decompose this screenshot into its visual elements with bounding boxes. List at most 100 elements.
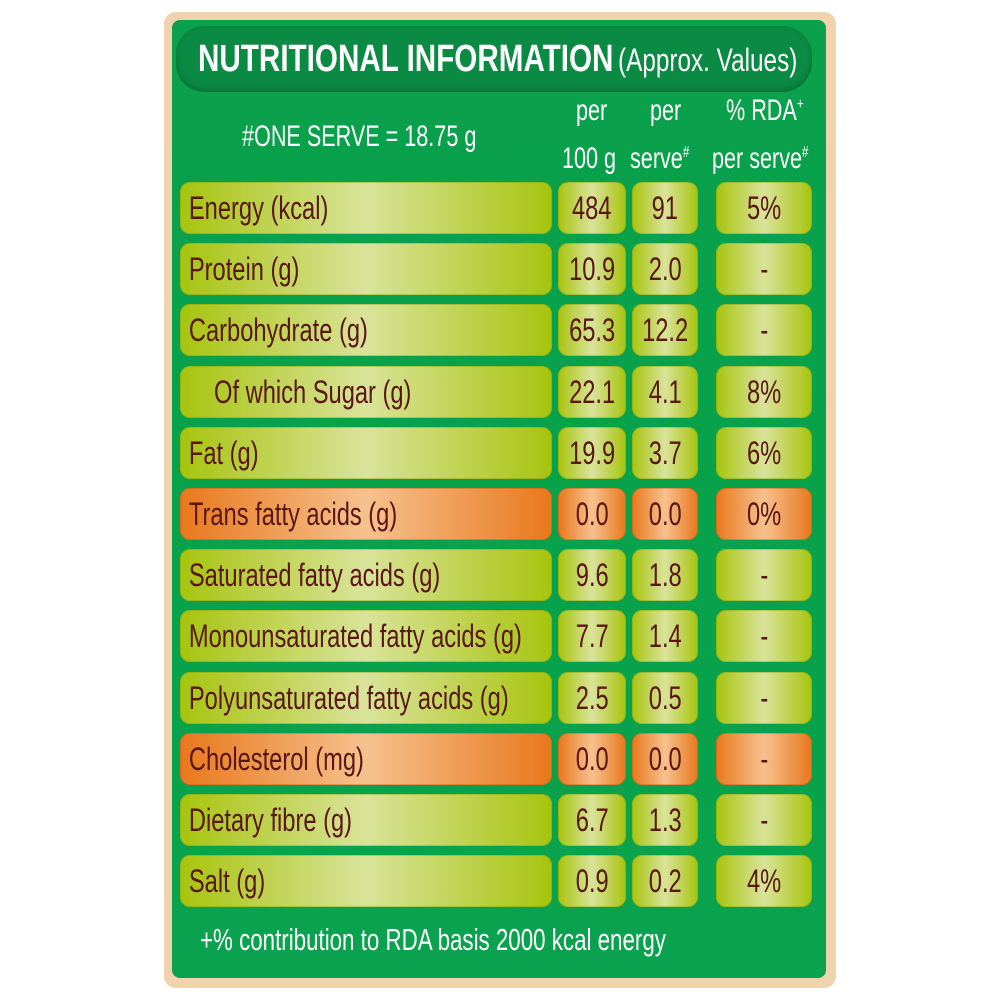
value-per-serve: 1.8 (648, 557, 682, 593)
value-per-serve: 0.0 (648, 741, 682, 777)
value-per-serve-cell: 91 (632, 182, 698, 234)
nutrient-label-cell: Cholesterol (mg) (180, 733, 552, 785)
value-per-100g-cell: 19.9 (558, 427, 626, 479)
col-rda-line2-mark: # (802, 144, 809, 161)
nutrient-label: Energy (kcal) (188, 190, 329, 226)
value-rda: - (760, 741, 768, 777)
nutrient-label-cell: Saturated fatty acids (g) (180, 549, 552, 601)
nutrient-label: Saturated fatty acids (g) (188, 557, 441, 593)
value-per-serve: 4.1 (648, 374, 682, 410)
value-per-serve-cell: 0.0 (632, 488, 698, 540)
value-rda-cell: - (716, 549, 812, 601)
nutrient-label-cell: Dietary fibre (g) (180, 794, 552, 846)
value-rda: - (760, 251, 768, 287)
value-per-100g-cell: 22.1 (558, 366, 626, 418)
value-per-serve-cell: 0.0 (632, 733, 698, 785)
value-per-100g: 484 (572, 190, 612, 226)
col-rda-line1: % RDA (726, 94, 797, 127)
col-perserve-header: serve# (630, 144, 689, 174)
nutrient-label-cell: Protein (g) (180, 243, 552, 295)
nutrient-label-cell: Fat (g) (180, 427, 552, 479)
nutrient-label: Of which Sugar (g) (214, 374, 412, 410)
value-per-100g-cell: 2.5 (558, 672, 626, 724)
value-per-serve: 1.3 (648, 802, 682, 838)
nutrient-label: Monounsaturated fatty acids (g) (188, 618, 522, 654)
title-bar: NUTRITIONAL INFORMATION (Approx. Values) (176, 26, 812, 92)
value-per-100g: 6.7 (575, 802, 609, 838)
nutrient-label: Trans fatty acids (g) (188, 496, 398, 532)
nutrient-label-cell: Trans fatty acids (g) (180, 488, 552, 540)
value-rda: 4% (746, 863, 782, 899)
value-rda-cell: 5% (716, 182, 812, 234)
value-rda: - (760, 802, 768, 838)
value-per-serve-cell: 0.2 (632, 855, 698, 907)
value-per-100g: 10.9 (568, 251, 616, 287)
value-rda-cell: 8% (716, 366, 812, 418)
value-per-serve: 91 (651, 190, 679, 226)
serve-size-note: #ONE SERVE = 18.75 g (242, 120, 477, 153)
col-per100-line2: 100 g (562, 142, 617, 175)
nutrient-label: Fat (g) (188, 435, 259, 471)
nutrient-label-cell: Polyunsaturated fatty acids (g) (180, 672, 552, 724)
nutrient-label-cell: Of which Sugar (g) (180, 366, 552, 418)
value-per-serve-cell: 0.5 (632, 672, 698, 724)
value-rda-cell: - (716, 243, 812, 295)
value-per-serve: 0.0 (648, 496, 682, 532)
value-per-serve-cell: 1.3 (632, 794, 698, 846)
value-per-100g-cell: 10.9 (558, 243, 626, 295)
col-rda-sub: per serve# (712, 144, 808, 174)
nutrient-label: Salt (g) (188, 863, 266, 899)
value-per-100g-cell: 6.7 (558, 794, 626, 846)
nutrient-label-cell: Energy (kcal) (180, 182, 552, 234)
value-per-serve-cell: 3.7 (632, 427, 698, 479)
value-rda: 0% (746, 496, 782, 532)
value-per-100g: 9.6 (575, 557, 609, 593)
col-perserve-line2: serve (630, 142, 683, 175)
col-rda-line2: per serve (712, 142, 803, 175)
value-rda-cell: - (716, 610, 812, 662)
value-per-100g-cell: 0.9 (558, 855, 626, 907)
value-per-100g-cell: 484 (558, 182, 626, 234)
value-per-100g-cell: 0.0 (558, 733, 626, 785)
value-per-serve: 12.2 (641, 312, 689, 348)
value-rda-cell: - (716, 672, 812, 724)
value-per-serve: 0.5 (648, 680, 682, 716)
col-perserve-mark: # (682, 144, 690, 161)
value-rda: 8% (746, 374, 782, 410)
nutrient-label-cell: Monounsaturated fatty acids (g) (180, 610, 552, 662)
value-per-100g-cell: 7.7 (558, 610, 626, 662)
value-rda-cell: 4% (716, 855, 812, 907)
value-rda-cell: 6% (716, 427, 812, 479)
value-per-serve: 3.7 (648, 435, 682, 471)
col-perserve-line1: per (650, 94, 682, 127)
value-per-100g: 0.0 (575, 496, 609, 532)
nutrient-label: Cholesterol (mg) (188, 741, 364, 777)
value-rda: 6% (746, 435, 782, 471)
value-per-serve-cell: 1.8 (632, 549, 698, 601)
panel-title: NUTRITIONAL INFORMATION (198, 37, 614, 80)
value-per-100g-cell: 0.0 (558, 488, 626, 540)
nutrient-label-cell: Salt (g) (180, 855, 552, 907)
value-per-100g: 0.9 (575, 863, 609, 899)
rda-footnote: +% contribution to RDA basis 2000 kcal e… (200, 922, 666, 957)
value-per-100g-cell: 65.3 (558, 304, 626, 356)
value-per-serve: 0.2 (648, 863, 682, 899)
value-rda: 5% (746, 190, 782, 226)
nutrition-panel: NUTRITIONAL INFORMATION (Approx. Values)… (172, 20, 826, 978)
value-per-100g: 7.7 (575, 618, 609, 654)
value-per-100g: 2.5 (575, 680, 609, 716)
value-rda-cell: 0% (716, 488, 812, 540)
value-per-100g: 65.3 (568, 312, 616, 348)
nutrient-label-cell: Carbohydrate (g) (180, 304, 552, 356)
nutrient-label: Carbohydrate (g) (188, 312, 368, 348)
value-per-100g: 0.0 (575, 741, 609, 777)
value-per-100g: 22.1 (568, 374, 616, 410)
value-rda: - (760, 680, 768, 716)
panel-subtitle: (Approx. Values) (618, 42, 798, 78)
nutrient-label: Protein (g) (188, 251, 300, 287)
nutrient-label: Polyunsaturated fatty acids (g) (188, 680, 509, 716)
col-rda-mark: + (796, 96, 804, 113)
value-rda: - (760, 557, 768, 593)
value-per-100g: 19.9 (568, 435, 616, 471)
value-rda-cell: - (716, 304, 812, 356)
